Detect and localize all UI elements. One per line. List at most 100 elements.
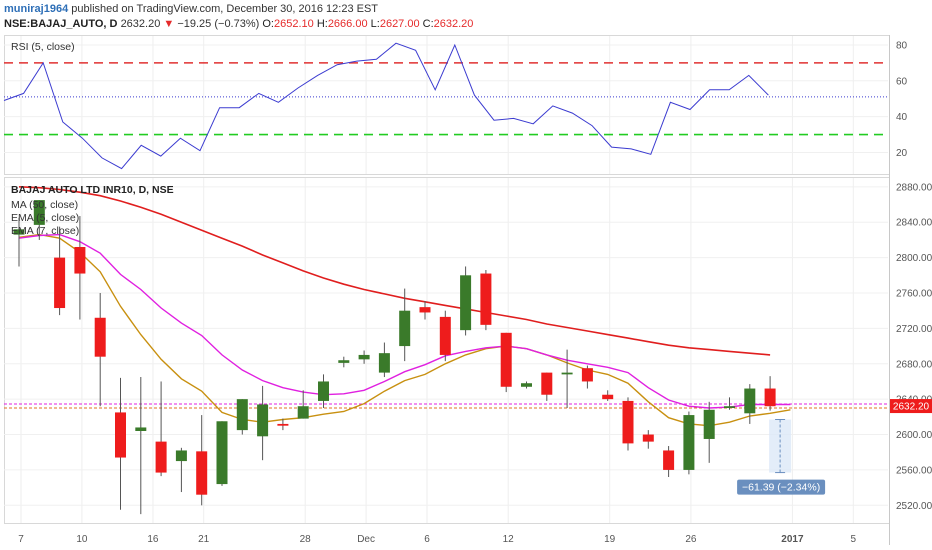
measure-label: −61.39 (−2.34%) <box>742 482 820 494</box>
candle[interactable] <box>236 399 248 435</box>
candle[interactable] <box>338 356 350 368</box>
rsi-y-tick-label: 60 <box>896 76 908 87</box>
measure-label-box <box>737 479 826 495</box>
candle-body <box>175 450 187 462</box>
candle[interactable] <box>155 381 167 477</box>
x-tick-label: 21 <box>198 534 210 545</box>
candle[interactable] <box>318 374 329 408</box>
legend-ma: MA (50, close) <box>11 199 78 211</box>
candle-body <box>744 388 756 414</box>
candle[interactable] <box>115 377 126 510</box>
rsi-panel-frame <box>4 35 890 175</box>
candle[interactable] <box>541 372 553 401</box>
x-tick-label: 19 <box>604 534 616 545</box>
candle[interactable] <box>13 217 25 267</box>
rsi-y-tick-label: 40 <box>896 112 908 123</box>
candle[interactable] <box>744 384 756 424</box>
candle[interactable] <box>297 390 309 419</box>
candle-body <box>480 273 492 325</box>
last-price-badge-label: 2632.20 <box>893 402 930 413</box>
candle[interactable] <box>257 385 269 461</box>
candle[interactable] <box>439 310 451 362</box>
candle-body <box>155 441 167 473</box>
price-layer: −61.39 (−2.34%) <box>4 186 888 515</box>
candle[interactable] <box>54 226 66 316</box>
candle-body <box>54 257 66 309</box>
candle[interactable] <box>663 446 675 477</box>
candle[interactable] <box>561 349 573 408</box>
quote-line: NSE:BAJAJ_AUTO, D 2632.20 ▼ −19.25 (−0.7… <box>4 17 473 32</box>
candle[interactable] <box>602 390 614 401</box>
candle-body <box>338 360 350 363</box>
rsi-y-tick-label: 80 <box>896 40 908 51</box>
low-label: L: <box>370 18 380 30</box>
grid-layer <box>4 36 888 523</box>
candle[interactable] <box>277 418 289 431</box>
close-value: 2632.20 <box>433 18 474 30</box>
low-value: 2627.00 <box>379 18 420 30</box>
price-y-tick-label: 2720.00 <box>896 324 932 335</box>
candle[interactable] <box>683 411 695 475</box>
candle[interactable] <box>642 430 654 449</box>
ma-50-line <box>18 186 771 356</box>
candle[interactable] <box>196 415 208 506</box>
x-tick-label: 26 <box>685 534 697 545</box>
candle[interactable] <box>581 365 593 389</box>
candle[interactable] <box>622 397 634 451</box>
x-tick-label: 7 <box>18 534 24 545</box>
candle-body <box>378 353 390 373</box>
symbol-label: NSE:BAJAJ_AUTO, D <box>4 18 118 30</box>
high-value: 2666.00 <box>327 18 368 30</box>
candle[interactable] <box>175 447 187 493</box>
candle[interactable] <box>399 288 411 362</box>
candle-body <box>399 310 411 347</box>
legend-ema-fast: EMA (5, close) <box>11 212 79 224</box>
candle[interactable] <box>521 381 532 389</box>
chart-header: muniraj1964 published on TradingView.com… <box>4 2 473 32</box>
candle-body <box>115 412 126 458</box>
publisher-username[interactable]: muniraj1964 <box>4 3 69 15</box>
candle-body <box>297 406 309 419</box>
candle[interactable] <box>216 421 228 486</box>
candle-body <box>358 354 370 360</box>
candle[interactable] <box>135 377 147 515</box>
x-tick-label: 12 <box>503 534 515 545</box>
candle-body <box>500 332 512 387</box>
candle[interactable] <box>460 266 472 336</box>
candle-body <box>642 434 654 442</box>
open-value: 2652.10 <box>273 18 314 30</box>
candle[interactable] <box>74 216 86 320</box>
candle[interactable] <box>724 397 735 410</box>
candle[interactable] <box>378 342 390 378</box>
candle[interactable] <box>500 332 512 393</box>
candle-body <box>581 368 593 382</box>
candle-body <box>196 451 208 495</box>
x-tick-label: 5 <box>851 534 857 545</box>
candle-body <box>236 399 248 431</box>
candle-body <box>419 307 431 313</box>
ema-7-line <box>18 233 791 409</box>
candle-body <box>257 404 269 437</box>
x-tick-label: 16 <box>147 534 159 545</box>
candle-body <box>460 275 472 331</box>
candle[interactable] <box>33 200 45 240</box>
candle[interactable] <box>419 300 431 320</box>
candle-body <box>94 317 106 357</box>
candle-body <box>602 394 614 400</box>
candle-body <box>439 316 451 355</box>
x-tick-label: 28 <box>300 534 312 545</box>
rsi-layer <box>3 42 888 170</box>
x-tick-label: 10 <box>76 534 88 545</box>
candle-body <box>663 450 675 470</box>
candle[interactable] <box>94 293 106 407</box>
candle[interactable] <box>358 350 370 364</box>
candle[interactable] <box>764 376 776 411</box>
last-price-badge <box>890 399 932 414</box>
candle-body <box>216 421 228 485</box>
price-y-tick-label: 2560.00 <box>896 465 932 476</box>
candle[interactable] <box>703 401 715 463</box>
down-arrow-icon: ▼ <box>163 18 175 30</box>
candle[interactable] <box>480 270 492 331</box>
